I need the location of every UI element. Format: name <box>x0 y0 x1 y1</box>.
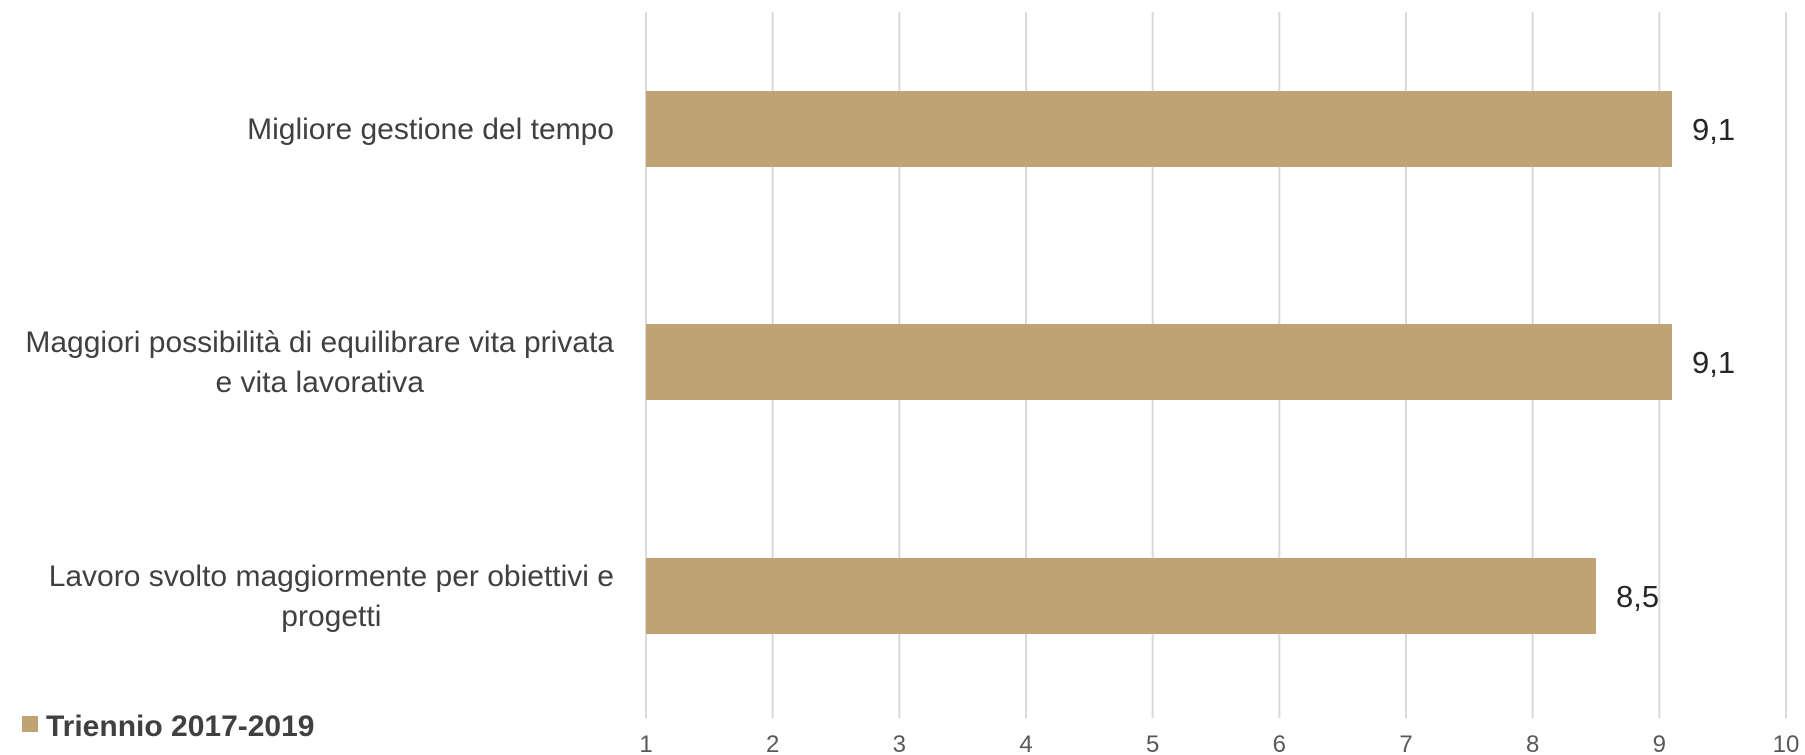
data-label: 9,1 <box>1692 345 1735 380</box>
legend: Triennio 2017-2019 <box>22 710 314 743</box>
category-label: Migliore gestione del tempo <box>247 113 614 146</box>
data-label: 9,1 <box>1692 112 1735 147</box>
data-label: 8,5 <box>1616 579 1659 614</box>
x-tick-label: 2 <box>766 731 779 755</box>
legend-swatch <box>22 716 38 732</box>
category-label: Maggiori possibilità di equilibrare vita… <box>25 326 614 359</box>
bars <box>646 91 1672 634</box>
x-tick-label: 8 <box>1526 731 1539 755</box>
x-tick-label: 7 <box>1399 731 1412 755</box>
x-tick-label: 1 <box>639 731 652 755</box>
category-label: e vita lavorativa <box>215 366 424 399</box>
x-tick-label: 3 <box>893 731 906 755</box>
legend-label: Triennio 2017-2019 <box>46 710 314 743</box>
x-tick-label: 10 <box>1773 731 1800 755</box>
bar <box>646 324 1672 400</box>
bar <box>646 558 1596 634</box>
value-labels: 9,1 9,1 8,5 <box>1616 112 1735 614</box>
x-axis-tick-labels: 1 2 3 4 5 6 7 8 9 10 <box>639 731 1799 755</box>
category-label: Lavoro svolto maggiormente per obiettivi… <box>49 560 614 593</box>
category-labels: Migliore gestione del tempo Maggiori poss… <box>25 113 614 633</box>
x-tick-label: 9 <box>1653 731 1666 755</box>
category-label: progetti <box>281 600 381 633</box>
x-tick-label: 4 <box>1019 731 1032 755</box>
x-tick-label: 5 <box>1146 731 1159 755</box>
x-tick-label: 6 <box>1273 731 1286 755</box>
bar <box>646 91 1672 167</box>
